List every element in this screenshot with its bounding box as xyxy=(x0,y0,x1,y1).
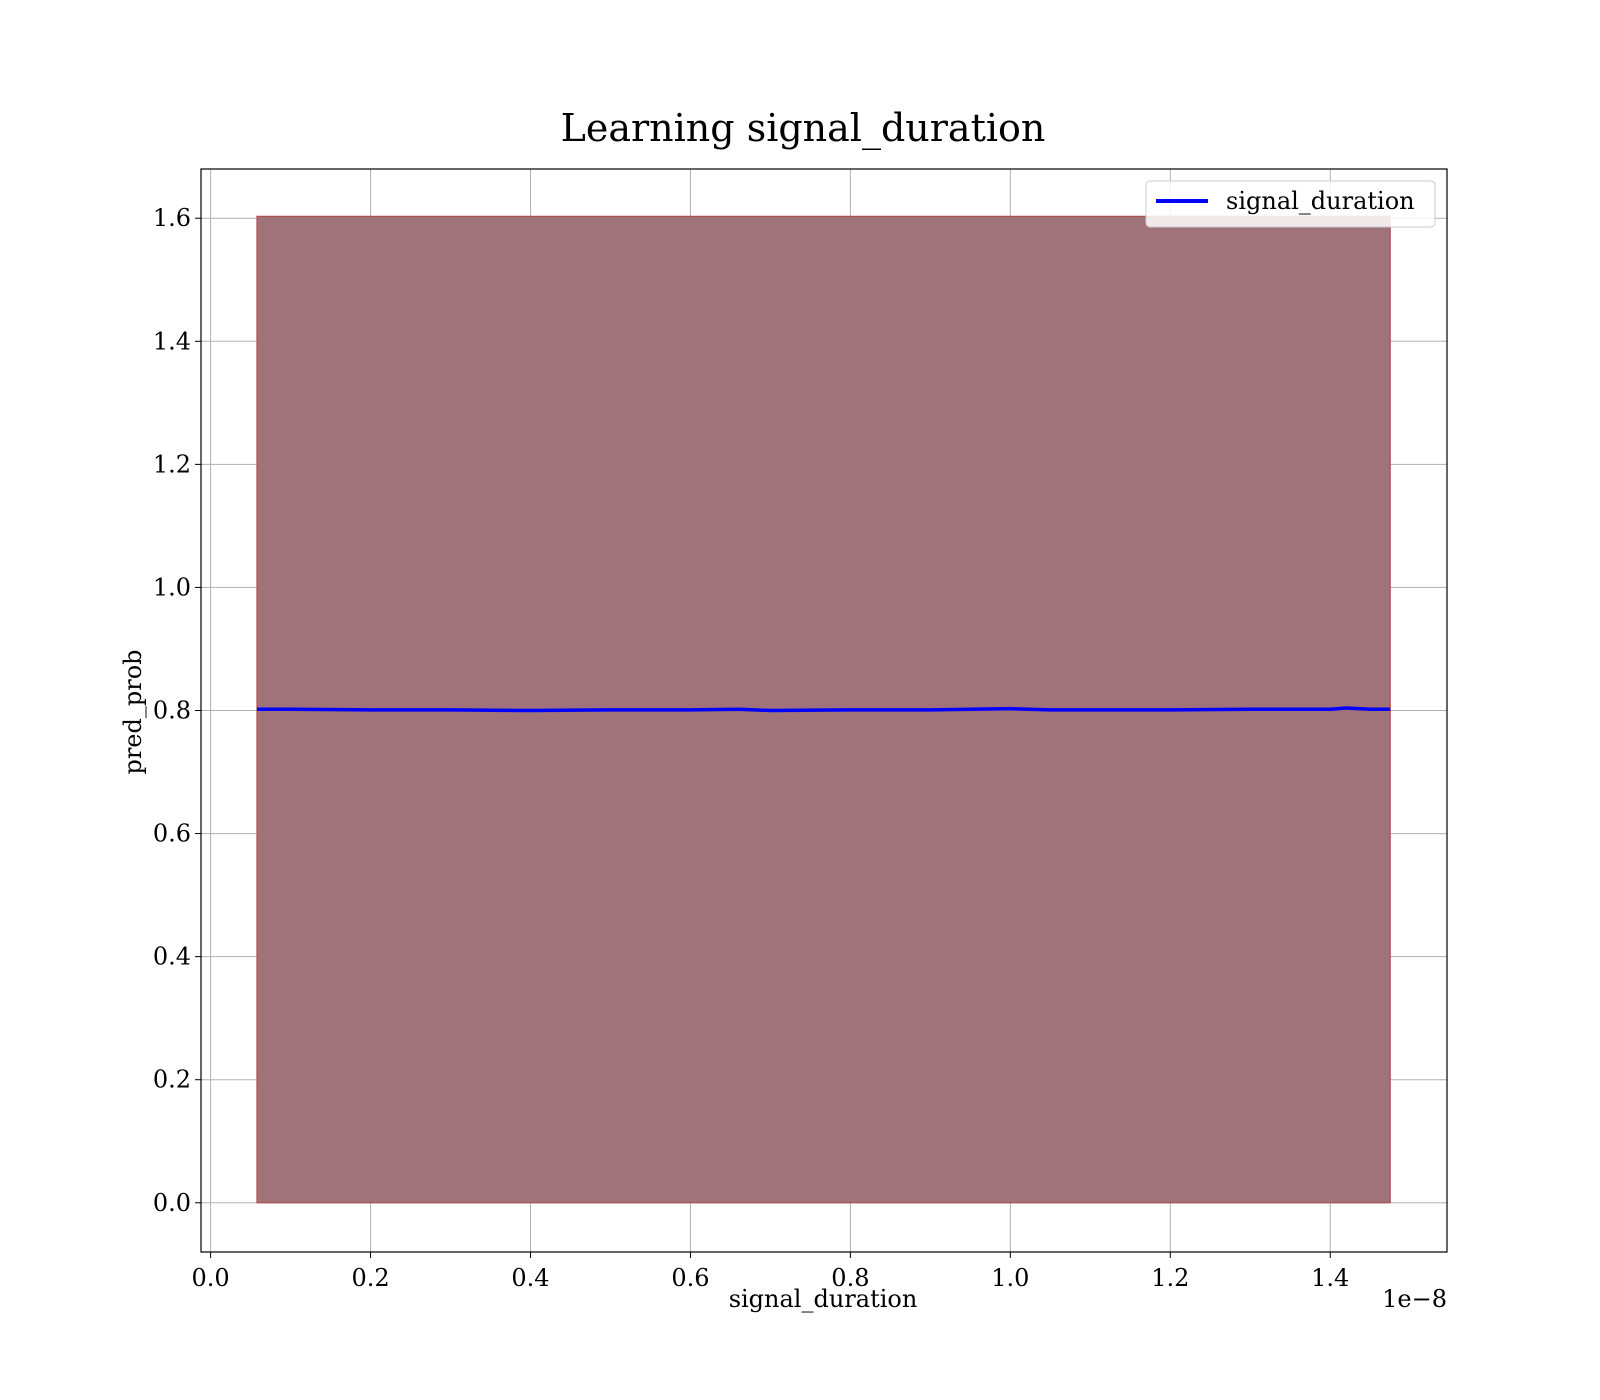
x-tick-label: 0.6 xyxy=(671,1264,709,1292)
y-tick-label: 0.8 xyxy=(153,697,191,725)
y-tick-label: 0.4 xyxy=(153,943,191,971)
axis-ticks: 0.0 0.2 0.4 0.6 0.8 1.0 1.2 1.4 0.0 0.2 0.4 0.6 0.8 1… xyxy=(153,204,1349,1292)
chart-title: Learning signal_duration xyxy=(561,106,1046,151)
x-tick-label: 1.4 xyxy=(1311,1264,1349,1292)
y-tick-label: 1.0 xyxy=(153,573,191,601)
x-tick-label: 0.8 xyxy=(831,1264,869,1292)
y-tick-label: 0.6 xyxy=(153,820,191,848)
x-tick-label: 1.0 xyxy=(991,1264,1029,1292)
series-lines xyxy=(256,706,1391,713)
x-axis-offset-label: 1e−8 xyxy=(1382,1285,1447,1313)
legend-label: signal_duration xyxy=(1226,187,1415,215)
y-tick-label: 1.2 xyxy=(153,450,191,478)
x-tick-label: 1.2 xyxy=(1151,1264,1189,1292)
x-tick-label: 0.4 xyxy=(511,1264,549,1292)
series-line xyxy=(256,706,1391,713)
legend: signal_duration xyxy=(1145,180,1436,228)
x-axis-label: signal_duration xyxy=(729,1285,918,1313)
y-axis-label: pred_prob xyxy=(119,649,147,774)
y-tick-label: 1.6 xyxy=(153,204,191,232)
y-tick-label: 1.4 xyxy=(153,327,191,355)
x-tick-label: 0.2 xyxy=(351,1264,389,1292)
y-tick-label: 0.0 xyxy=(153,1189,191,1217)
x-tick-label: 0.0 xyxy=(192,1264,230,1292)
y-tick-label: 0.2 xyxy=(153,1066,191,1094)
legend-box xyxy=(1145,180,1436,228)
